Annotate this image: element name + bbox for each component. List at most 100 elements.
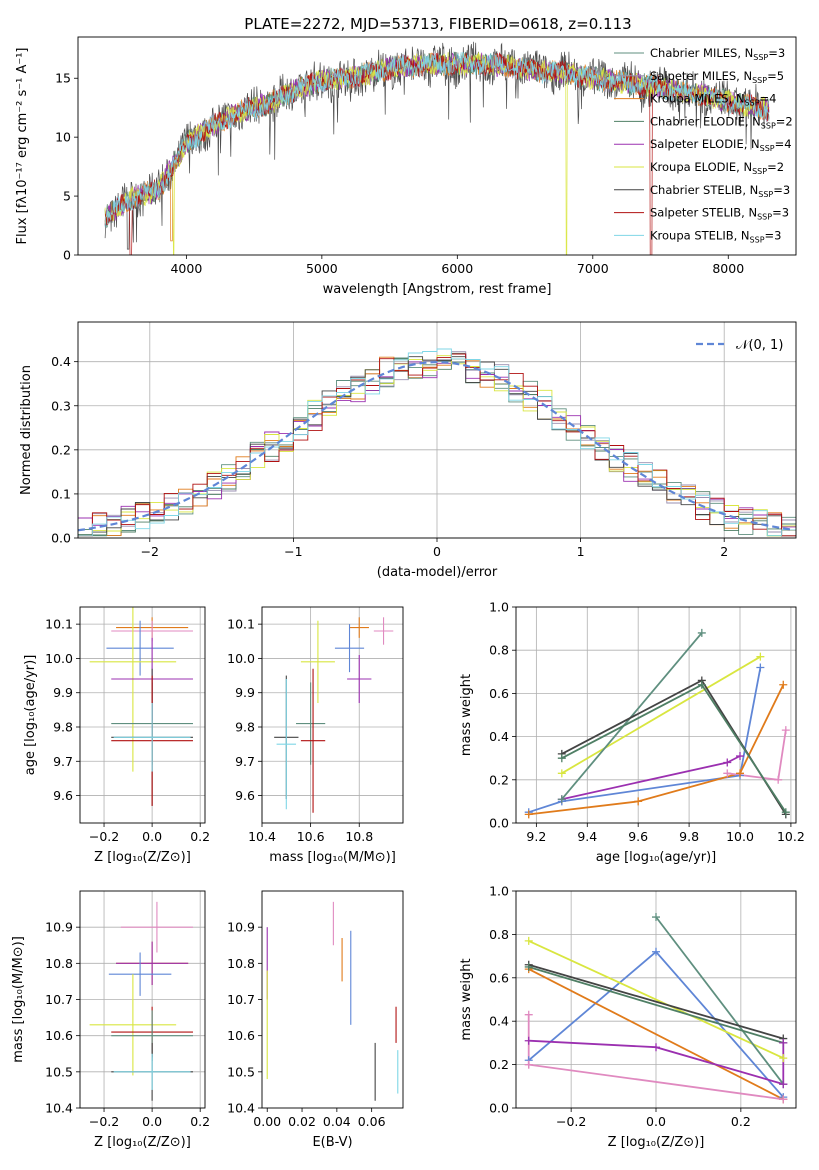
- y-tick-label: 10.4: [227, 1101, 255, 1116]
- x-tick-label: −1: [284, 544, 302, 559]
- y-tick-label: 9.6: [53, 788, 73, 803]
- spectrum-line: [104, 52, 770, 228]
- legend-label: Kroupa STELIB, NSSP=3: [650, 228, 781, 244]
- y-tick-label: 0.6: [489, 970, 509, 985]
- plus-marker: [779, 1038, 788, 1047]
- x-tick-label: 0.02: [288, 1114, 316, 1129]
- y-tick-label: 0.8: [489, 927, 509, 942]
- x-tick-label: −0.2: [556, 1114, 586, 1129]
- legend-subscript: SSP: [752, 167, 767, 176]
- x-tick-label: 0.2: [190, 829, 210, 844]
- x-axis-label: Z [log₁₀(Z/Z⊙)]: [608, 1135, 705, 1150]
- spectrum-panel: 4000 5000 6000 7000 8000 0 5 10 15 wavelength [An…: [15, 36, 797, 297]
- plus-marker: [524, 1010, 533, 1019]
- y-tick-label: 10: [55, 130, 71, 145]
- x-tick-label: 0.04: [323, 1114, 351, 1129]
- legend-subscript: SSP: [750, 235, 765, 244]
- x-tick-label: −0.2: [89, 1114, 119, 1129]
- y-tick-label: 9.6: [235, 788, 255, 803]
- legend-subscript: SSP: [753, 53, 768, 62]
- y-tick-label: 10.6: [227, 1028, 255, 1043]
- plus-marker: [524, 1060, 533, 1069]
- legend-label: Salpeter ELODIE, NSSP=4: [650, 137, 792, 153]
- y-tick-label: 10.5: [45, 1064, 73, 1079]
- legend-subscript: SSP: [758, 190, 773, 199]
- y-tick-label: 0.2: [489, 1057, 509, 1072]
- axes-frame: [515, 890, 797, 1109]
- y-tick-label: 9.8: [235, 720, 255, 735]
- y-tick-label: 0.6: [489, 686, 509, 701]
- x-axis-label: (data-model)/error: [377, 565, 498, 580]
- mass-weight-line: [528, 1063, 784, 1101]
- x-tick-label: 2: [720, 544, 728, 559]
- y-tick-label: 5: [63, 189, 71, 204]
- axes-frame: [261, 890, 404, 1109]
- legend-label: Kroupa ELODIE, NSSP=2: [650, 160, 784, 176]
- y-tick-label: 15: [55, 71, 71, 86]
- x-tick-label: 0.00: [253, 1114, 281, 1129]
- plus-marker: [723, 769, 732, 778]
- mass-weight-line: [655, 916, 785, 1085]
- legend-value: =3: [768, 46, 785, 60]
- y-tick-label: 0.2: [51, 442, 71, 457]
- plus-marker: [634, 797, 643, 806]
- y-tick-label: 0.2: [489, 772, 509, 787]
- plus-marker: [652, 1043, 660, 1052]
- plus-marker: [736, 752, 744, 761]
- y-tick-label: 9.8: [53, 720, 73, 735]
- y-tick-label: 0.4: [51, 354, 71, 369]
- legend-label: Chabrier MILES, NSSP=3: [650, 46, 785, 62]
- legend-value: =3: [765, 228, 782, 242]
- x-axis-label: mass [log₁₀(M/M⊙)]: [269, 850, 396, 865]
- x-tick-label: 5000: [306, 261, 338, 276]
- y-tick-label: 0.3: [51, 398, 71, 413]
- age-vs-metallicity-panel: −0.2 0.0 0.2 9.6 9.7 9.8 9.9 10.0 10.1 Z [log₁₀(Z…: [23, 606, 210, 865]
- massweight-vs-age-panel: 9.2 9.4 9.6 9.8 10.0 10.2 0.0 0.2 0.4 0.6 0.8 1.0 ag…: [459, 600, 805, 866]
- y-tick-label: 9.7: [53, 754, 73, 769]
- legend-label: Salpeter MILES, NSSP=5: [650, 69, 784, 85]
- x-tick-label: 0.0: [142, 1114, 162, 1129]
- y-tick-label: 9.9: [235, 685, 255, 700]
- y-tick-label: 9.9: [53, 685, 73, 700]
- legend-value: =2: [776, 114, 793, 128]
- y-tick-label: 1.0: [489, 600, 509, 615]
- y-axis-label: mass weight: [459, 674, 474, 756]
- mass-vs-metallicity-panel: −0.2 0.0 0.2 10.4 10.5 10.6 10.7 10.8 10.9 Z [log…: [11, 890, 210, 1150]
- legend-value: =4: [760, 92, 777, 106]
- x-tick-label: 6000: [441, 261, 473, 276]
- mass-weight-line: [528, 684, 785, 816]
- plus-marker: [756, 652, 765, 661]
- legend-value: =5: [767, 69, 784, 83]
- mass-vs-ebv-panel: 0.00 0.02 0.04 0.06 10.4 10.5 10.6 10.7 10.8 10.9…: [227, 890, 404, 1150]
- y-tick-label: 10.6: [45, 1028, 73, 1043]
- plot-content: [274, 617, 394, 813]
- plus-marker: [557, 769, 566, 778]
- plus-marker: [557, 754, 566, 763]
- x-tick-label: 9.4: [577, 829, 597, 844]
- x-axis-label: E(B-V): [312, 1135, 352, 1150]
- axes-frame: [79, 606, 206, 824]
- mass-weight-line: [528, 963, 784, 1040]
- plus-marker: [736, 769, 744, 778]
- plus-marker: [524, 962, 533, 971]
- y-tick-label: 1.0: [489, 884, 509, 899]
- mass-weight-line: [528, 968, 784, 1101]
- x-tick-label: 10.6: [297, 829, 325, 844]
- mass-weight-line: [528, 940, 784, 1059]
- plus-marker: [781, 808, 790, 817]
- y-tick-label: 10.9: [227, 920, 255, 935]
- plus-marker: [723, 758, 732, 767]
- legend-subscript: SSP: [745, 99, 760, 108]
- y-tick-label: 0: [63, 248, 71, 263]
- y-tick-label: 0.8: [489, 643, 509, 658]
- legend-label: 𝒩(0, 1): [736, 338, 783, 353]
- y-tick-label: 10.8: [227, 956, 255, 971]
- legend-value: =2: [767, 160, 784, 174]
- plus-marker: [756, 663, 765, 672]
- x-tick-label: 0.2: [190, 1114, 210, 1129]
- y-tick-label: 10.9: [45, 920, 73, 935]
- plus-marker: [779, 680, 788, 689]
- y-axis-label: mass [log₁₀(M/M⊙)]: [11, 936, 26, 1063]
- age-vs-mass-panel: 10.4 10.6 10.8 9.6 9.7 9.8 9.9 10.0 10.1 mass [lo…: [227, 606, 404, 865]
